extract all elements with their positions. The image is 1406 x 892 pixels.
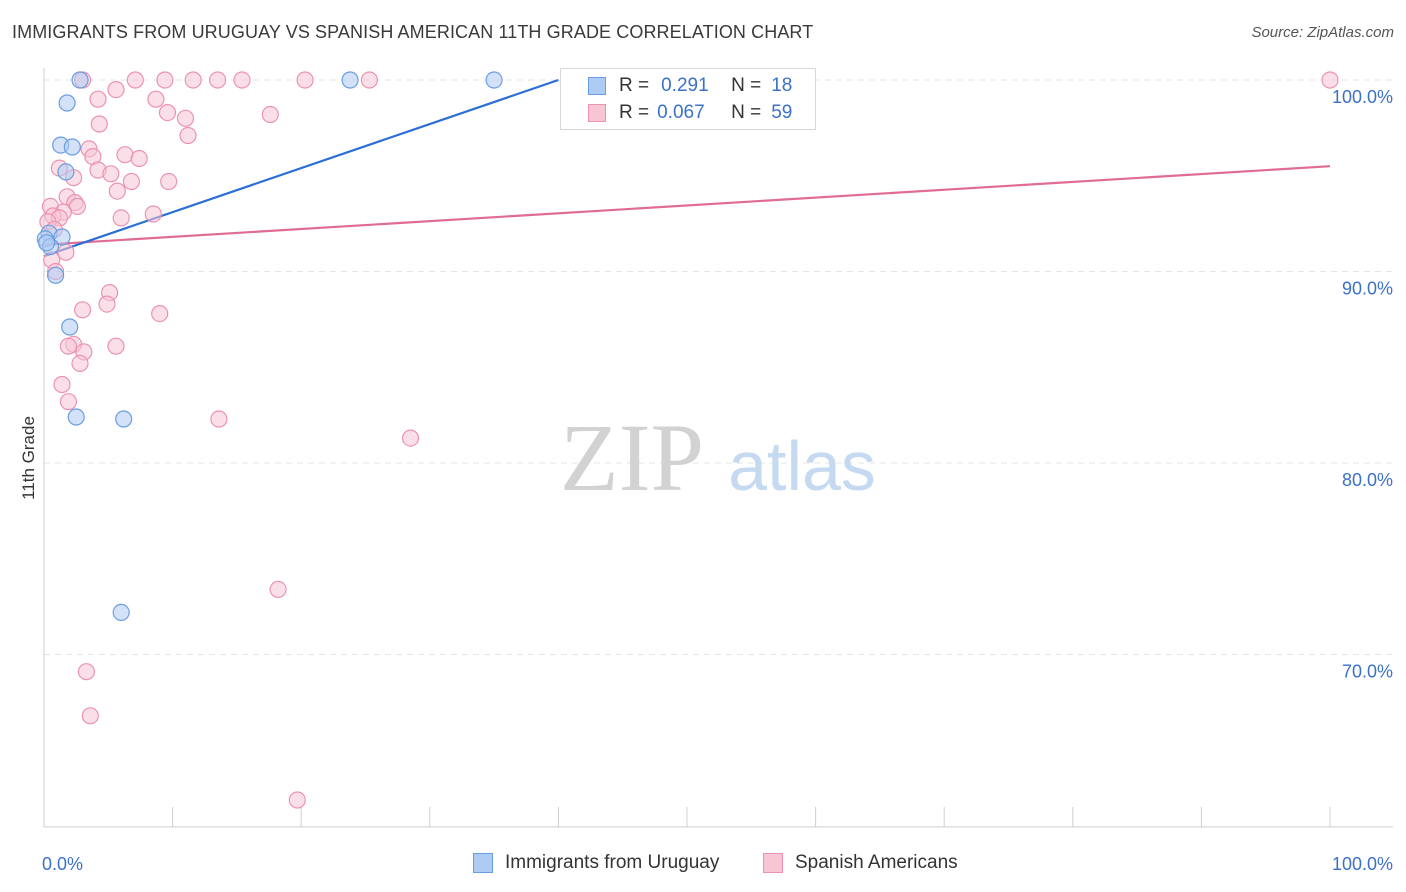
spanish-point [179,126,197,145]
spanish-point [126,71,144,89]
uruguay-point [61,318,79,336]
spanish-point [210,410,228,428]
spanish-point [233,71,251,89]
n-label: N = [731,75,762,96]
axis-layer [43,68,1393,828]
spanish-point [59,337,78,355]
r-label: R = [619,102,650,123]
spanish-point [296,71,314,89]
spanish-point [147,90,165,108]
spanish-point [151,305,169,323]
legend-item-spanish: Spanish Americans [763,852,958,874]
spanish-point [122,172,140,191]
uruguay-n-value: 18 [771,75,793,96]
spanish-point [107,337,125,355]
legend-label-spanish: Spanish Americans [795,852,958,873]
y-tick-label: 80.0% [1342,470,1393,490]
points-layer [36,71,1339,809]
spanish-point [184,71,202,89]
uruguay-point [53,228,71,246]
spanish-point [209,71,227,89]
uruguay-point [71,71,89,89]
uruguay-point [57,163,75,181]
uruguay-point [46,266,65,284]
uruguay-point [341,71,359,89]
spanish-point [108,182,126,200]
spanish-point [90,115,108,133]
uruguay-swatch [588,77,606,95]
watermark-zip: ZIP [560,404,704,511]
legend-swatch-spanish [763,853,783,873]
uruguay-point [115,410,133,428]
spanish-point [77,663,96,681]
stats-legend: R = 0.291 N = 18 R = 0.067 N = 59 [560,68,816,130]
spanish-n-value: 59 [771,102,793,123]
tick-label-layer: 70.0% 80.0% 90.0% 100.0% 0.0% 100.0% [42,87,1393,874]
spanish-point [71,354,89,372]
y-tick-label: 90.0% [1342,279,1393,299]
spanish-point [98,295,116,313]
spanish-point [158,103,177,122]
spanish-point [81,707,99,725]
spanish-point [1321,71,1339,89]
spanish-point [57,243,75,261]
r-label: R = [619,75,650,96]
spanish-point [112,209,130,227]
spanish-point [288,791,306,809]
n-label: N = [731,102,762,123]
spanish-point [89,90,107,108]
spanish-r-value: 0.067 [657,102,705,123]
uruguay-point [37,234,56,252]
uruguay-point [112,603,130,622]
stats-legend-row-uruguay: R = 0.291 N = 18 [561,72,792,100]
uruguay-trend-line [43,78,559,258]
uruguay-point [485,71,503,89]
x-tick-label: 0.0% [42,854,83,874]
uruguay-point [58,94,76,112]
spanish-swatch [588,104,606,122]
spanish-point [261,105,279,124]
stats-legend-row-spanish: R = 0.067 N = 59 [561,99,792,127]
spanish-point [160,172,178,191]
spanish-point [116,146,134,164]
legend-swatch-uruguay [473,853,493,873]
legend-item-uruguay: Immigrants from Uruguay [473,852,719,874]
spanish-point [102,165,120,183]
spanish-point [156,71,174,89]
spanish-point [107,80,125,99]
spanish-point [269,580,287,599]
series-legend: Immigrants from Uruguay Spanish American… [0,852,1406,876]
spanish-point [130,149,148,168]
watermark-atlas: atlas [728,427,876,505]
spanish-point [59,393,78,411]
y-tick-label: 100.0% [1332,87,1393,107]
spanish-point [73,301,92,319]
watermark: ZIP atlas [560,404,876,511]
uruguay-point [67,408,85,426]
y-tick-label: 70.0% [1342,662,1393,682]
spanish-point [176,109,195,127]
x-tick-label: 100.0% [1332,854,1393,874]
uruguay-point [63,138,81,156]
grid-layer [44,79,1394,655]
chart-source: Source: ZipAtlas.com [1251,24,1394,41]
trend-layer [43,78,1331,258]
spanish-point [360,71,378,89]
legend-label-uruguay: Immigrants from Uruguay [505,852,720,873]
spanish-point [53,375,71,394]
uruguay-r-value: 0.291 [661,75,709,96]
chart-title: IMMIGRANTS FROM URUGUAY VS SPANISH AMERI… [12,22,814,42]
spanish-trend-line [43,165,1331,246]
spanish-point [401,429,420,447]
spanish-point [144,205,162,223]
